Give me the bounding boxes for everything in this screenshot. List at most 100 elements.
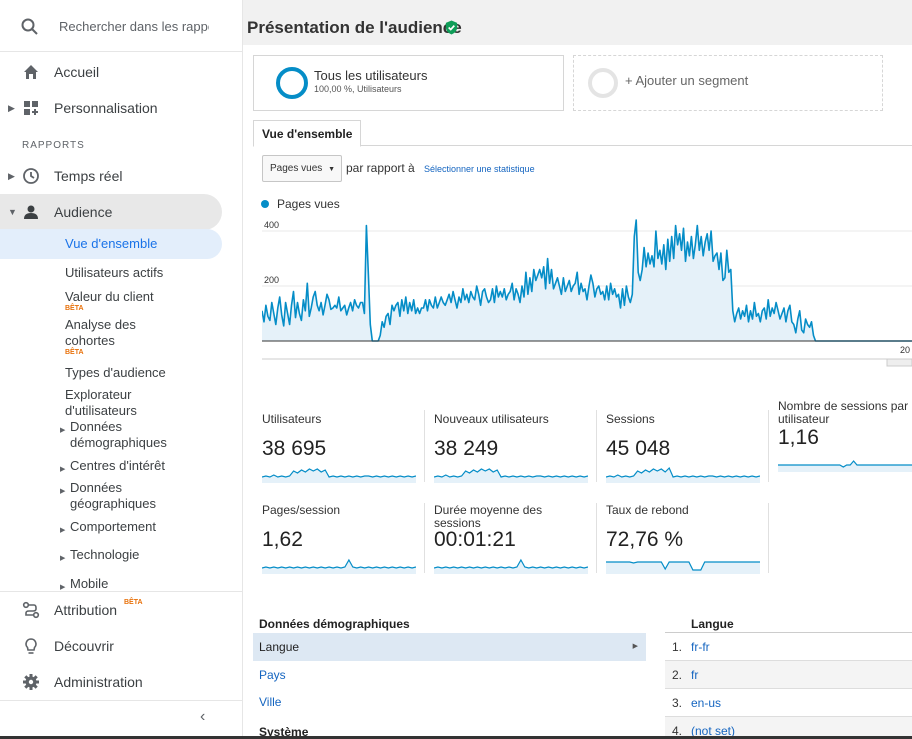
metric-sparkline	[606, 561, 760, 574]
sidebar-item-attribution[interactable]: Attribution BÊTA	[0, 592, 222, 628]
metric-label: Durée moyenne des sessions	[434, 503, 543, 530]
metric-pages-per-session[interactable]: Pages/session 1,62	[262, 504, 416, 574]
metric-sessions[interactable]: Sessions 45 048	[606, 413, 760, 483]
chart-area	[262, 220, 912, 341]
sparkline-area	[434, 560, 588, 574]
sparkline-line	[262, 558, 416, 569]
metric-value: 38 249	[434, 437, 499, 460]
lightbulb-icon	[25, 638, 37, 654]
sidebar-item-label: Données géographiques	[70, 480, 157, 511]
metric-bounce-rate[interactable]: Taux de rebond 72,76 %	[606, 504, 760, 574]
sidebar: Rechercher dans les rapport Accueil ▶ Pe…	[0, 0, 243, 739]
divider	[0, 700, 242, 701]
row-link[interactable]: fr-fr	[691, 640, 710, 654]
sidebar-item-admin[interactable]: Administration	[0, 664, 222, 700]
sidebar-item-label: Comportement	[70, 519, 156, 534]
tab-overview[interactable]: Vue d'ensemble	[253, 120, 362, 147]
metric-value: 1,16	[778, 426, 819, 449]
sidebar-item-overview[interactable]: Vue d'ensemble	[0, 229, 222, 259]
divider	[768, 410, 769, 482]
gear-icon	[23, 674, 39, 690]
row-link[interactable]: fr	[691, 668, 699, 682]
system-title: Système	[259, 725, 309, 739]
metric-sparkline	[262, 468, 416, 483]
sidebar-item-user-explorer[interactable]: Explorateur d'utilisateurs	[65, 387, 137, 418]
divider	[596, 410, 597, 482]
demographics-row-label: Langue	[259, 640, 300, 654]
sparkline-area	[262, 469, 416, 483]
sidebar-item-home[interactable]: Accueil	[0, 54, 222, 90]
segment-sub: 100,00 %, Utilisateurs	[314, 84, 402, 94]
pageviews-chart: 400 200 20	[262, 219, 912, 367]
sidebar-item-audience-types[interactable]: Types d'audience	[65, 365, 166, 380]
metric-sessions-per-user[interactable]: Nombre de sessions par utilisateur 1,16	[778, 400, 912, 472]
metric-label: Sessions	[606, 412, 655, 426]
sidebar-item-label: Temps réel	[54, 168, 123, 184]
metric-label: Utilisateurs	[262, 412, 322, 426]
sidebar-item-cohort[interactable]: Analyse des cohortes BÊTA	[65, 317, 175, 357]
search-bar[interactable]: Rechercher dans les rapport	[0, 0, 242, 52]
caret-down-icon: ▼	[8, 207, 17, 217]
select-metric-link[interactable]: Sélectionner une statistique	[424, 164, 535, 174]
metric-value: 00:01:21	[434, 528, 516, 551]
demographics-row-language[interactable]: Langue ▶	[253, 633, 646, 661]
segment-all-users[interactable]: Tous les utilisateurs 100,00 %, Utilisat…	[253, 55, 564, 111]
demographics-row-country[interactable]: Pays	[253, 661, 646, 689]
table-row: 1. fr-fr	[665, 633, 912, 661]
search-input[interactable]: Rechercher dans les rapport	[59, 19, 209, 34]
y-tick-label: 400	[264, 220, 279, 230]
metric-select[interactable]: Pages vues ▼	[262, 155, 342, 182]
sparkline-area	[434, 469, 588, 483]
sidebar-item-label: Centres d'intérêt	[70, 458, 165, 473]
table-row: 4. (not set)	[665, 717, 912, 739]
sidebar-item-realtime[interactable]: ▶ Temps réel	[0, 158, 222, 194]
sidebar-item-active-users[interactable]: Utilisateurs actifs	[65, 265, 164, 280]
window-bottom-edge	[0, 736, 912, 739]
y-tick-label: 200	[264, 275, 279, 285]
chart-series-line	[262, 219, 912, 342]
legend-label: Pages vues	[277, 197, 340, 211]
sidebar-item-audience[interactable]: ▼ Audience	[0, 194, 222, 230]
add-segment-button[interactable]: + Ajouter un segment	[573, 55, 883, 111]
caret-right-icon: ▶	[8, 171, 15, 181]
metric-sparkline	[778, 460, 912, 472]
demographics-row-label: Pays	[259, 668, 286, 682]
metric-sparkline	[262, 558, 416, 574]
sidebar-item-label: Personnalisation	[54, 100, 158, 116]
sparkline-line	[262, 468, 416, 478]
sidebar-item-client-value[interactable]: Valeur du client BÊTA	[65, 289, 154, 313]
divider	[424, 410, 425, 482]
metric-users[interactable]: Utilisateurs 38 695	[262, 413, 416, 483]
sidebar-item-label: Technologie	[70, 547, 140, 562]
sidebar-item-customization[interactable]: ▶ Personnalisation	[0, 90, 222, 126]
metric-new-users[interactable]: Nouveaux utilisateurs 38 249	[434, 413, 588, 483]
chart-scroll-handle[interactable]	[886, 358, 912, 367]
caret-right-icon: ▶	[60, 466, 66, 473]
row-link[interactable]: en-us	[691, 696, 722, 710]
metric-label: Nouveaux utilisateurs	[434, 412, 549, 426]
divider	[596, 503, 597, 573]
segment-ring-icon	[588, 68, 618, 98]
collapse-sidebar-button[interactable]: ‹	[200, 708, 205, 726]
table-row: 2. fr	[665, 661, 912, 689]
dashboard-icon	[24, 101, 38, 115]
divider	[0, 591, 242, 592]
chevron-left-icon: ‹	[200, 708, 206, 725]
row-link[interactable]: (not set)	[691, 724, 736, 738]
metric-value: 45 048	[606, 437, 671, 460]
sparkline-area	[262, 560, 416, 574]
add-segment-label: + Ajouter un segment	[625, 73, 749, 88]
caret-right-icon: ▶	[632, 643, 638, 650]
versus-label: par rapport à	[346, 161, 415, 175]
language-table-title: Langue	[691, 617, 734, 631]
sparkline-line	[606, 466, 760, 478]
sidebar-item-label: Vue d'ensemble	[65, 236, 158, 251]
metric-label: Taux de rebond	[606, 503, 689, 517]
table-row: 3. en-us	[665, 689, 912, 717]
demographics-row-city[interactable]: Ville	[253, 688, 646, 716]
metric-sparkline	[434, 468, 588, 483]
sidebar-item-label: Analyse des cohortes	[65, 317, 136, 348]
sidebar-item-discover[interactable]: Découvrir	[0, 628, 222, 664]
metric-avg-session-duration[interactable]: Durée moyenne des sessions 00:01:21	[434, 504, 588, 574]
